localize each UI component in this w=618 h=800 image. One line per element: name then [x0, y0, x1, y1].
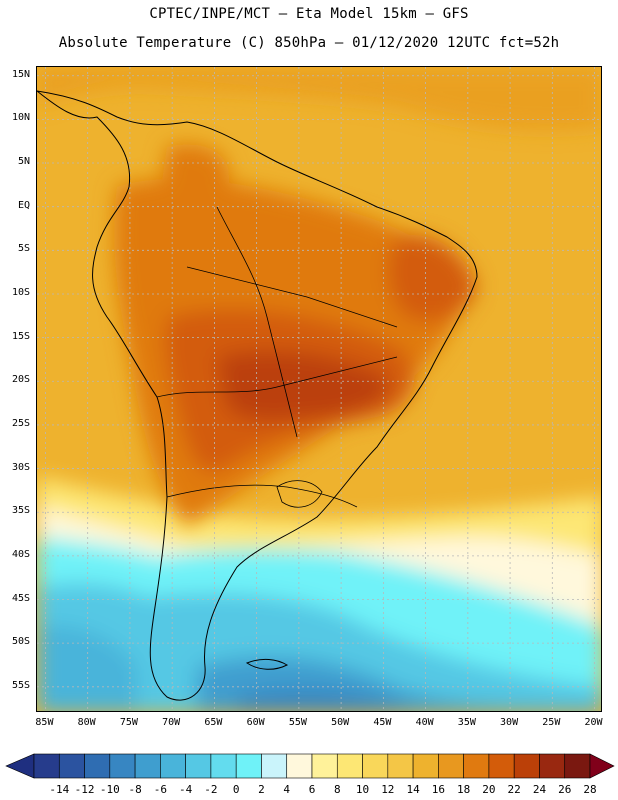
colorbar-label: 18	[457, 783, 471, 796]
coastline-outline	[37, 90, 478, 701]
longitude-label: 80W	[77, 717, 96, 728]
longitude-label: 35W	[457, 717, 476, 728]
temperature-colorbar	[5, 753, 615, 779]
colorbar-label: 14	[406, 783, 420, 796]
colorbar-cell	[463, 753, 490, 779]
latitude-label: 55S	[11, 679, 30, 691]
colorbar-cell	[160, 753, 186, 779]
colorbar-cell	[134, 753, 161, 779]
colorbar-cell	[438, 753, 464, 779]
colorbar-label: 0	[232, 783, 240, 796]
latitude-label: 5S	[17, 243, 30, 255]
colorbar-label: 22	[507, 783, 521, 796]
temperature-field-map	[37, 67, 601, 711]
colorbar-cell	[564, 753, 591, 779]
colorbar-over-arrow	[589, 753, 615, 779]
colorbar-label: -14	[49, 783, 70, 796]
colorbar-cell	[362, 753, 389, 779]
colorbar-label: -8	[128, 783, 142, 796]
colorbar-label: 28	[583, 783, 597, 796]
colorbar-label: 4	[283, 783, 291, 796]
colorbar-label: 2	[258, 783, 265, 796]
longitude-label: 65W	[204, 717, 223, 728]
longitude-label: 60W	[246, 717, 265, 728]
colorbar-cell	[311, 753, 338, 779]
latitude-label: 40S	[11, 548, 30, 560]
map-title-line1: CPTEC/INPE/MCT – Eta Model 15km – GFS	[149, 6, 469, 22]
map-panel	[36, 66, 602, 712]
latitude-label: 25S	[11, 417, 30, 429]
latitude-label: 35S	[11, 505, 30, 517]
colorbar-label: 8	[333, 783, 341, 796]
colorbar-cell	[286, 753, 313, 779]
graticule-grid	[37, 67, 601, 711]
longitude-label: 20W	[584, 717, 603, 728]
colorbar-cell	[235, 753, 262, 779]
colorbar-cell	[539, 753, 566, 779]
colorbar-label: 20	[482, 783, 496, 796]
colorbar-cell	[33, 753, 60, 779]
latitude-label: 5N	[17, 156, 30, 168]
longitude-label: 30W	[500, 717, 519, 728]
longitude-label: 55W	[288, 717, 307, 728]
colorbar-cell	[210, 753, 237, 779]
colorbar-label: -10	[99, 783, 120, 796]
latitude-label: 15N	[11, 68, 30, 80]
colorbar-cell	[109, 753, 136, 779]
longitude-label: 50W	[331, 717, 350, 728]
colorbar-cell	[513, 753, 540, 779]
colorbar-cell	[336, 753, 363, 779]
colorbar-label: 24	[532, 783, 547, 796]
latitude-label: 20S	[11, 374, 30, 386]
colorbar-cell	[58, 753, 85, 779]
colorbar-cell	[488, 753, 515, 779]
colorbar-label: -4	[179, 783, 193, 796]
colorbar-under-arrow	[5, 753, 35, 779]
longitude-label: 25W	[542, 717, 561, 728]
longitude-label: 75W	[119, 717, 138, 728]
colorbar-cell	[185, 753, 212, 779]
latitude-label: 45S	[11, 592, 30, 604]
colorbar-cell	[387, 753, 414, 779]
colorbar-label: -6	[153, 783, 167, 796]
latitude-label: 50S	[11, 636, 30, 648]
latitude-label: EQ	[17, 199, 30, 211]
longitude-label: 70W	[162, 717, 181, 728]
longitude-label: 45W	[373, 717, 392, 728]
colorbar-label: 10	[355, 783, 370, 796]
colorbar-cell	[261, 753, 288, 779]
colorbar-label: -12	[74, 783, 95, 796]
latitude-label: 10S	[11, 286, 30, 298]
cool-field	[37, 477, 601, 711]
warm-field	[37, 67, 601, 527]
colorbar-label: 26	[558, 783, 572, 796]
longitude-label: 85W	[35, 717, 54, 728]
longitude-label: 40W	[415, 717, 434, 728]
latitude-label: 30S	[11, 461, 30, 473]
colorbar-label: 12	[381, 783, 395, 796]
map-title-line2: Absolute Temperature (C) 850hPa – 01/12/…	[58, 35, 560, 51]
latitude-label: 10N	[11, 112, 30, 124]
colorbar-label: -2	[204, 783, 218, 796]
colorbar-cell	[412, 753, 439, 779]
colorbar-cell	[84, 753, 111, 779]
latitude-label: 15S	[11, 330, 30, 342]
colorbar-label: 6	[308, 783, 316, 796]
colorbar-label: 16	[431, 783, 445, 796]
